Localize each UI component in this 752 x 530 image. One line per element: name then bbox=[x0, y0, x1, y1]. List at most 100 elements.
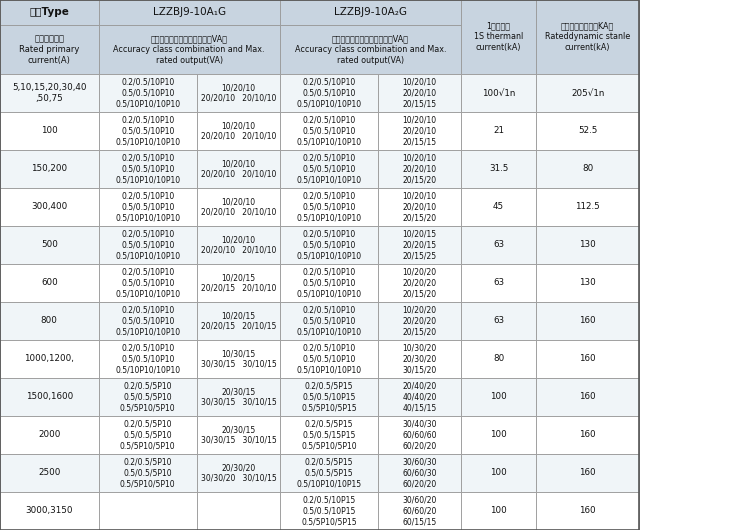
Bar bbox=[536, 340, 639, 378]
Bar bbox=[0, 454, 99, 492]
Bar bbox=[280, 0, 461, 24]
Bar bbox=[99, 24, 280, 74]
Text: 100: 100 bbox=[490, 430, 507, 439]
Bar bbox=[0, 378, 99, 416]
Bar bbox=[0, 416, 99, 454]
Bar bbox=[536, 302, 639, 340]
Text: 500: 500 bbox=[41, 241, 58, 250]
Text: 0.2/0.5/10P10
0.5/0.5/10P10
0.5/10P10/10P10: 0.2/0.5/10P10 0.5/0.5/10P10 0.5/10P10/10… bbox=[115, 154, 180, 184]
Bar bbox=[0, 112, 99, 150]
Text: 45: 45 bbox=[493, 202, 504, 211]
Text: 1500,1600: 1500,1600 bbox=[26, 393, 73, 402]
Text: 100: 100 bbox=[490, 393, 507, 402]
Text: 0.2/0.5/10P10
0.5/0.5/10P10
0.5/10P10/10P10: 0.2/0.5/10P10 0.5/0.5/10P10 0.5/10P10/10… bbox=[115, 268, 180, 298]
Text: 0.2/0.5/5P10
0.5/0.5/5P10
0.5/5P10/5P10: 0.2/0.5/5P10 0.5/0.5/5P10 0.5/5P10/5P10 bbox=[120, 420, 175, 450]
Bar bbox=[0, 0, 639, 530]
Text: 160: 160 bbox=[579, 316, 596, 325]
Bar bbox=[99, 74, 197, 112]
Bar bbox=[280, 264, 378, 302]
Text: 3000,3150: 3000,3150 bbox=[26, 507, 73, 516]
Bar bbox=[536, 150, 639, 188]
Bar bbox=[461, 74, 536, 112]
Text: 0.2/0.5/10P10
0.5/0.5/10P10
0.5/10P10/10P10: 0.2/0.5/10P10 0.5/0.5/10P10 0.5/10P10/10… bbox=[115, 229, 180, 260]
Text: 10/20/10
20/20/10   20/10/10: 10/20/10 20/20/10 20/10/10 bbox=[201, 83, 276, 103]
Bar bbox=[378, 492, 461, 530]
Text: 160: 160 bbox=[579, 430, 596, 439]
Bar bbox=[99, 492, 197, 530]
Bar bbox=[461, 150, 536, 188]
Bar bbox=[0, 226, 99, 264]
Bar bbox=[99, 226, 197, 264]
Bar bbox=[378, 188, 461, 226]
Bar bbox=[378, 340, 461, 378]
Text: 0.2/0.5/10P10
0.5/0.5/10P10
0.5/10P10/10P10: 0.2/0.5/10P10 0.5/0.5/10P10 0.5/10P10/10… bbox=[296, 306, 362, 336]
Bar bbox=[197, 150, 280, 188]
Text: 30/40/30
60/60/60
60/20/20: 30/40/30 60/60/60 60/20/20 bbox=[402, 420, 437, 450]
Text: 0.2/0.5/10P15
0.5/0.5/10P15
0.5/5P10/5P15: 0.2/0.5/10P15 0.5/0.5/10P15 0.5/5P10/5P1… bbox=[302, 496, 356, 526]
Text: 0.2/0.5/10P10
0.5/0.5/10P10
0.5/10P10/10P10: 0.2/0.5/10P10 0.5/0.5/10P10 0.5/10P10/10… bbox=[296, 116, 362, 146]
Bar bbox=[197, 454, 280, 492]
Text: 63: 63 bbox=[493, 241, 504, 250]
Bar bbox=[536, 74, 639, 112]
Bar bbox=[536, 378, 639, 416]
Text: LZZBJ9-10A₁G: LZZBJ9-10A₁G bbox=[153, 7, 226, 17]
Bar bbox=[536, 264, 639, 302]
Text: 10/30/15
30/30/15   30/10/15: 10/30/15 30/30/15 30/10/15 bbox=[201, 349, 276, 369]
Bar bbox=[378, 264, 461, 302]
Bar bbox=[197, 416, 280, 454]
Text: 160: 160 bbox=[579, 393, 596, 402]
Text: 0.2/0.5/5P15
0.5/0.5/5P15
0.5/10P10/10P15: 0.2/0.5/5P15 0.5/0.5/5P15 0.5/10P10/10P1… bbox=[296, 458, 362, 488]
Text: 205√1n: 205√1n bbox=[571, 89, 605, 98]
Bar bbox=[0, 0, 99, 24]
Bar bbox=[280, 150, 378, 188]
Text: 100√1n: 100√1n bbox=[482, 89, 515, 98]
Text: 0.2/0.5/10P10
0.5/0.5/10P10
0.5/10P10/10P10: 0.2/0.5/10P10 0.5/0.5/10P10 0.5/10P10/10… bbox=[115, 78, 180, 108]
Bar bbox=[197, 340, 280, 378]
Text: 10/20/10
20/20/10
20/15/20: 10/20/10 20/20/10 20/15/20 bbox=[402, 154, 437, 184]
Bar bbox=[99, 264, 197, 302]
Bar bbox=[536, 492, 639, 530]
Text: 160: 160 bbox=[579, 355, 596, 364]
Text: 63: 63 bbox=[493, 316, 504, 325]
Bar bbox=[197, 492, 280, 530]
Text: LZZBJ9-10A₂G: LZZBJ9-10A₂G bbox=[334, 7, 407, 17]
Bar bbox=[378, 150, 461, 188]
Text: 准确级组合及最大额定输出（VA）
Accuracy class combination and Max.
rated output(VA): 准确级组合及最大额定输出（VA） Accuracy class combinat… bbox=[114, 34, 265, 65]
Bar bbox=[280, 226, 378, 264]
Text: 5,10,15,20,30,40
,50,75: 5,10,15,20,30,40 ,50,75 bbox=[12, 83, 86, 103]
Text: 10/20/10
20/20/10
20/15/15: 10/20/10 20/20/10 20/15/15 bbox=[402, 78, 437, 108]
Text: 10/20/10
20/20/10   20/10/10: 10/20/10 20/20/10 20/10/10 bbox=[201, 121, 276, 141]
Text: 52.5: 52.5 bbox=[578, 127, 597, 136]
Text: 150,200: 150,200 bbox=[31, 164, 68, 173]
Bar bbox=[461, 188, 536, 226]
Bar bbox=[461, 492, 536, 530]
Text: 300,400: 300,400 bbox=[31, 202, 68, 211]
Bar bbox=[280, 378, 378, 416]
Text: 1秒热电流
1S thermanl
current(kA): 1秒热电流 1S thermanl current(kA) bbox=[474, 22, 523, 52]
Bar bbox=[378, 74, 461, 112]
Bar bbox=[536, 416, 639, 454]
Text: 0.2/0.5/10P10
0.5/0.5/10P10
0.5/10P10/10P10: 0.2/0.5/10P10 0.5/0.5/10P10 0.5/10P10/10… bbox=[115, 116, 180, 146]
Text: 0.2/0.5/10P10
0.5/0.5/10P10
0.5/10P10/10P10: 0.2/0.5/10P10 0.5/0.5/10P10 0.5/10P10/10… bbox=[296, 268, 362, 298]
Bar bbox=[378, 454, 461, 492]
Bar bbox=[280, 492, 378, 530]
Bar bbox=[197, 226, 280, 264]
Text: 130: 130 bbox=[579, 278, 596, 287]
Text: 10/20/15
20/20/15
20/15/25: 10/20/15 20/20/15 20/15/25 bbox=[402, 229, 437, 260]
Bar bbox=[536, 226, 639, 264]
Bar bbox=[0, 24, 99, 74]
Bar bbox=[99, 150, 197, 188]
Bar bbox=[280, 24, 461, 74]
Bar bbox=[0, 188, 99, 226]
Bar bbox=[197, 112, 280, 150]
Text: 10/30/20
20/30/20
30/15/20: 10/30/20 20/30/20 30/15/20 bbox=[402, 344, 437, 374]
Bar bbox=[197, 188, 280, 226]
Bar bbox=[0, 264, 99, 302]
Bar bbox=[99, 340, 197, 378]
Bar bbox=[280, 340, 378, 378]
Bar bbox=[461, 264, 536, 302]
Bar bbox=[99, 378, 197, 416]
Text: 0.2/0.5/10P10
0.5/0.5/10P10
0.5/10P10/10P10: 0.2/0.5/10P10 0.5/0.5/10P10 0.5/10P10/10… bbox=[296, 229, 362, 260]
Text: 10/20/10
20/20/10   20/10/10: 10/20/10 20/20/10 20/10/10 bbox=[201, 159, 276, 179]
Bar bbox=[280, 302, 378, 340]
